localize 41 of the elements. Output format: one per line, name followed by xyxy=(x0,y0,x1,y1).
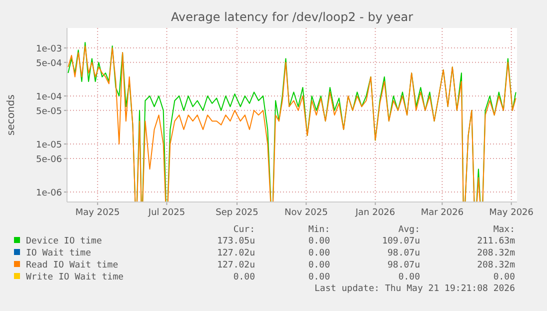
text: 208.32m xyxy=(477,260,515,270)
text: 0.00 xyxy=(308,272,330,282)
text: Avg: xyxy=(398,225,420,235)
text: 127.02u xyxy=(217,248,255,258)
legend-label: Read IO Wait time xyxy=(26,260,118,270)
y-tick-label: 5e-06 xyxy=(36,154,62,165)
y-axis-title: seconds xyxy=(6,94,17,136)
legend-label: Write IO Wait time xyxy=(26,272,124,282)
text: 0.00 xyxy=(308,260,330,270)
text: Min: xyxy=(308,225,330,235)
chart-title: Average latency for /dev/loop2 - by year xyxy=(170,10,414,24)
text: 0.00 xyxy=(398,272,420,282)
text: 109.07u xyxy=(382,236,420,246)
text: Max: xyxy=(493,225,515,235)
text: 208.32m xyxy=(477,248,515,258)
y-tick-label: 1e-06 xyxy=(36,188,62,199)
text: 98.07u xyxy=(387,260,420,270)
text: Cur: xyxy=(233,225,255,235)
y-tick-label: 5e-04 xyxy=(36,58,62,69)
text: 211.63m xyxy=(477,236,515,246)
text: Last update: Thu May 21 19:21:08 2026 xyxy=(314,284,515,294)
text: 0.00 xyxy=(308,236,330,246)
y-tick-label: 1e-04 xyxy=(36,92,62,102)
x-tick-label: May 2026 xyxy=(489,208,534,218)
text: 0.00 xyxy=(308,248,330,258)
legend-label: Device IO time xyxy=(26,236,102,246)
legend-label: IO Wait time xyxy=(26,248,92,258)
x-tick-label: May 2025 xyxy=(75,208,120,218)
text: 0.00 xyxy=(493,272,515,282)
text: 0.00 xyxy=(233,272,255,282)
y-tick-label: 1e-05 xyxy=(36,140,62,150)
x-tick-label: Jan 2026 xyxy=(354,208,396,218)
text: 127.02u xyxy=(217,260,255,270)
text: 173.05u xyxy=(217,236,255,246)
x-tick-label: Sep 2025 xyxy=(216,208,258,218)
x-tick-label: Nov 2025 xyxy=(284,208,328,218)
y-tick-label: 1e-03 xyxy=(36,44,62,54)
y-tick-label: 5e-05 xyxy=(36,106,62,117)
x-tick-label: Jul 2025 xyxy=(147,208,186,218)
text: 98.07u xyxy=(387,248,420,258)
x-tick-label: Mar 2026 xyxy=(420,208,464,218)
